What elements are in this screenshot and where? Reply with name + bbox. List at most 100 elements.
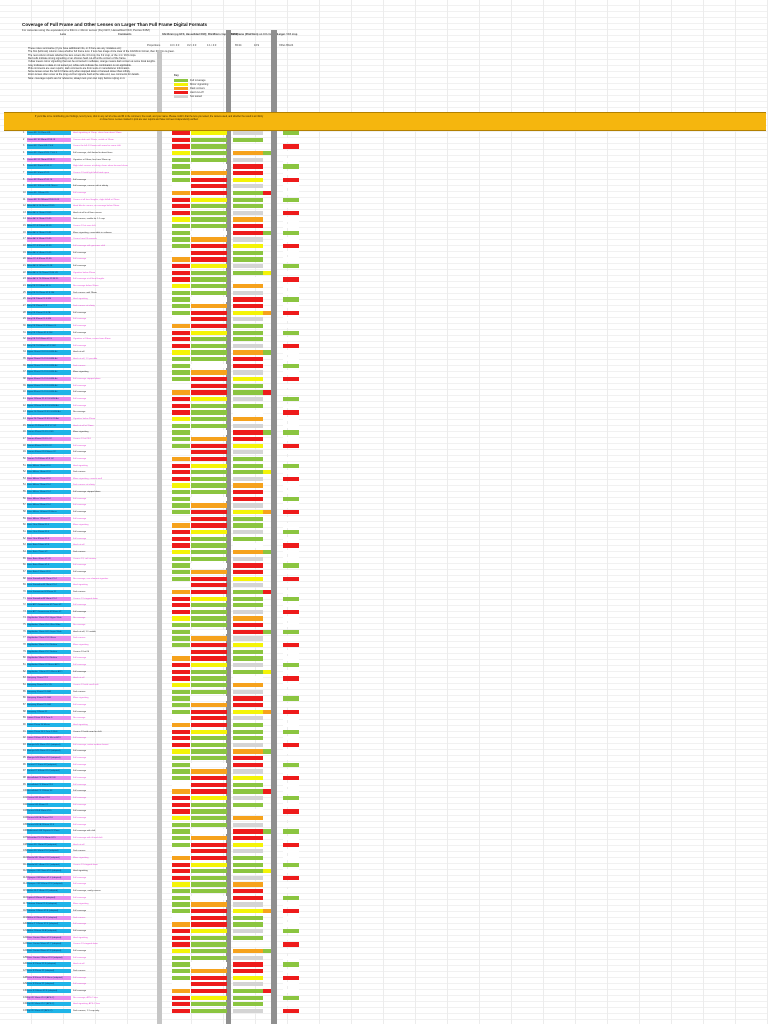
coverage-cell[interactable] bbox=[283, 649, 299, 654]
coverage-cell[interactable] bbox=[172, 177, 190, 182]
coverage-cell[interactable] bbox=[233, 190, 263, 196]
coverage-cell[interactable] bbox=[283, 669, 299, 674]
coverage-cell[interactable] bbox=[233, 895, 263, 901]
coverage-cell[interactable] bbox=[172, 323, 190, 329]
lens-name-cell[interactable]: Canon EF 35mm f/1.4L II bbox=[27, 164, 71, 169]
table-row[interactable]: Leica Summicron-M 35mm f/2 70 Dark corners bbox=[0, 589, 768, 595]
lens-name-cell[interactable]: Voigtlander 58mm f/1.4 Nokton bbox=[27, 656, 71, 661]
coverage-cell[interactable] bbox=[172, 543, 190, 548]
coverage-cell[interactable] bbox=[263, 829, 271, 834]
coverage-cell[interactable] bbox=[191, 716, 227, 721]
comment-cell[interactable]: Covers 4:3 with small shift bbox=[73, 683, 99, 686]
table-row[interactable]: Voigtlander 10mm f/5.6 Hyper Wide 74 No co… bbox=[0, 616, 768, 621]
coverage-cell[interactable] bbox=[283, 250, 299, 255]
lens-name-cell[interactable]: Sony FE 55mm f/1.8 ZA bbox=[27, 310, 71, 315]
lens-name-cell[interactable]: Helios 44-2 58mm f/2 (adapted) bbox=[27, 889, 71, 894]
coverage-cell[interactable] bbox=[283, 968, 299, 974]
comment-cell[interactable]: Covers 4:3 at zero shift bbox=[73, 225, 96, 228]
coverage-cell[interactable] bbox=[283, 616, 299, 621]
coverage-cell[interactable] bbox=[233, 370, 263, 375]
table-row[interactable]: Fuji XF 56mm f/1.2 (APS-C) 132 Hard vignet… bbox=[0, 1002, 768, 1007]
comment-cell[interactable]: Full coverage bbox=[73, 883, 87, 886]
coverage-cell[interactable] bbox=[191, 962, 227, 967]
coverage-cell[interactable] bbox=[283, 204, 299, 209]
coverage-cell[interactable] bbox=[191, 523, 227, 528]
comment-cell[interactable]: Full coverage bbox=[73, 344, 87, 347]
table-row[interactable]: Leica R 90mm f/2 (adapted) 129 Full covera… bbox=[0, 982, 768, 987]
table-row[interactable]: Nikkor 200mm f/4 AI (adapted) 121 Full cov… bbox=[0, 929, 768, 934]
coverage-cell[interactable] bbox=[283, 696, 299, 701]
table-row[interactable]: Leica R 19mm f/2.8 (adapted) 126 Hard cut-… bbox=[0, 962, 768, 967]
table-row[interactable]: Laowa 15mm f/4 Macro 90 Hard vignetting bbox=[0, 722, 768, 728]
table-row[interactable]: Sony FE 55mm f/1.8 ZA 28 Full coverage bbox=[0, 310, 768, 315]
coverage-cell[interactable] bbox=[283, 663, 299, 668]
coverage-cell[interactable] bbox=[172, 709, 190, 714]
lens-name-cell[interactable]: Pentax 645 FA 75mm f/2.8 bbox=[27, 815, 71, 821]
lens-name-cell[interactable]: Sony FE 135mm f/1.8 GM bbox=[27, 330, 71, 335]
coverage-cell[interactable] bbox=[233, 716, 263, 721]
coverage-cell[interactable] bbox=[172, 909, 190, 914]
coverage-cell[interactable] bbox=[283, 909, 299, 914]
coverage-cell[interactable] bbox=[233, 569, 263, 575]
coverage-cell[interactable] bbox=[172, 796, 190, 801]
coverage-cell[interactable] bbox=[233, 729, 263, 734]
coverage-cell[interactable] bbox=[233, 623, 263, 628]
coverage-cell[interactable] bbox=[283, 776, 299, 781]
coverage-cell[interactable] bbox=[191, 842, 227, 847]
comment-cell[interactable]: Dark corners at infinity bbox=[73, 304, 95, 307]
coverage-cell[interactable] bbox=[283, 410, 299, 415]
lens-name-cell[interactable]: Zeiss Otus 85mm f/1.4 bbox=[27, 536, 71, 541]
coverage-cell[interactable] bbox=[233, 390, 263, 395]
coverage-cell[interactable] bbox=[233, 875, 263, 881]
coverage-cell[interactable] bbox=[263, 909, 271, 914]
coverage-cell[interactable] bbox=[233, 962, 263, 967]
coverage-cell[interactable] bbox=[233, 982, 263, 987]
comment-cell[interactable]: Slight dark corners at infinity, clears … bbox=[73, 165, 128, 168]
coverage-cell[interactable] bbox=[283, 463, 299, 468]
comment-cell[interactable]: Corners dark until 24mm, usable at 35mm bbox=[73, 138, 114, 141]
comment-cell[interactable]: Hard cut-off in all four corners bbox=[73, 211, 102, 214]
lens-name-cell[interactable]: Voigtlander 65mm f/2 Macro APO bbox=[27, 663, 71, 668]
coverage-cell[interactable] bbox=[233, 589, 263, 595]
table-row[interactable]: Mamiya 645 45mm f/2.8 (adapted) 94 Full co… bbox=[0, 749, 768, 754]
coverage-cell[interactable] bbox=[172, 676, 190, 681]
coverage-cell[interactable] bbox=[283, 563, 299, 568]
table-row[interactable]: Nikon AF-S 105mm f/1.4E 21 Full coverage bbox=[0, 264, 768, 269]
coverage-cell[interactable] bbox=[172, 889, 190, 894]
coverage-cell[interactable] bbox=[172, 410, 190, 415]
table-row[interactable]: Zeiss Batis 25mm f/2 64 Dark corners bbox=[0, 549, 768, 555]
table-row[interactable]: Zeiss Otus 55mm f/1.4 61 Full coverage bbox=[0, 530, 768, 535]
lens-name-cell[interactable]: Sigma 35mm f/1.4 DG HSM Art bbox=[27, 370, 71, 375]
comment-cell[interactable]: Vignettes at 24mm; fine from 35mm up bbox=[73, 158, 111, 161]
coverage-cell[interactable] bbox=[283, 709, 299, 714]
coverage-cell[interactable] bbox=[263, 230, 271, 236]
comment-cell[interactable]: Hard vignetting bbox=[73, 870, 88, 873]
comment-cell[interactable]: Dark corners at infinity bbox=[73, 484, 95, 487]
coverage-cell[interactable] bbox=[172, 583, 190, 588]
coverage-cell[interactable] bbox=[191, 516, 227, 521]
coverage-cell[interactable] bbox=[172, 702, 190, 708]
lens-name-cell[interactable]: Zeiss Otus 28mm f/1.4 bbox=[27, 523, 71, 528]
coverage-cell[interactable] bbox=[172, 656, 190, 661]
lens-name-cell[interactable]: Nikkor-P 105mm f/2.5 (adapted) bbox=[27, 922, 71, 927]
comment-cell[interactable]: Minor vignetting bbox=[73, 371, 89, 374]
coverage-cell[interactable] bbox=[233, 855, 263, 861]
table-row[interactable]: Sigma 14mm f/1.8 DG HSM Art 34 Hard cut-of… bbox=[0, 350, 768, 355]
lens-name-cell[interactable]: Laowa 15mm f/4 Macro bbox=[27, 722, 71, 728]
coverage-cell[interactable] bbox=[172, 603, 190, 608]
comment-cell[interactable]: Full coverage bbox=[73, 876, 87, 879]
coverage-cell[interactable] bbox=[172, 736, 190, 741]
lens-name-cell[interactable]: Pentax 645 FA 150mm f/2.8 bbox=[27, 822, 71, 827]
coverage-cell[interactable] bbox=[263, 350, 271, 355]
coverage-cell[interactable] bbox=[172, 549, 190, 555]
coverage-cell[interactable] bbox=[283, 217, 299, 222]
coverage-cell[interactable] bbox=[263, 988, 271, 994]
table-row[interactable]: Sony FE 85mm f/1.4 GM 29 Full coverage bbox=[0, 317, 768, 322]
coverage-cell[interactable] bbox=[283, 988, 299, 994]
lens-name-cell[interactable]: Nikkor 200mm f/4 AI (adapted) bbox=[27, 929, 71, 934]
lens-name-cell[interactable]: Leica R 180mm f/2.8 (adapted) bbox=[27, 988, 71, 994]
comment-cell[interactable]: Full coverage bbox=[73, 923, 87, 926]
comment-cell[interactable]: Covers 4:3 stopped down bbox=[73, 943, 98, 946]
coverage-cell[interactable] bbox=[191, 403, 227, 408]
comment-cell[interactable]: Full coverage bbox=[73, 404, 87, 407]
